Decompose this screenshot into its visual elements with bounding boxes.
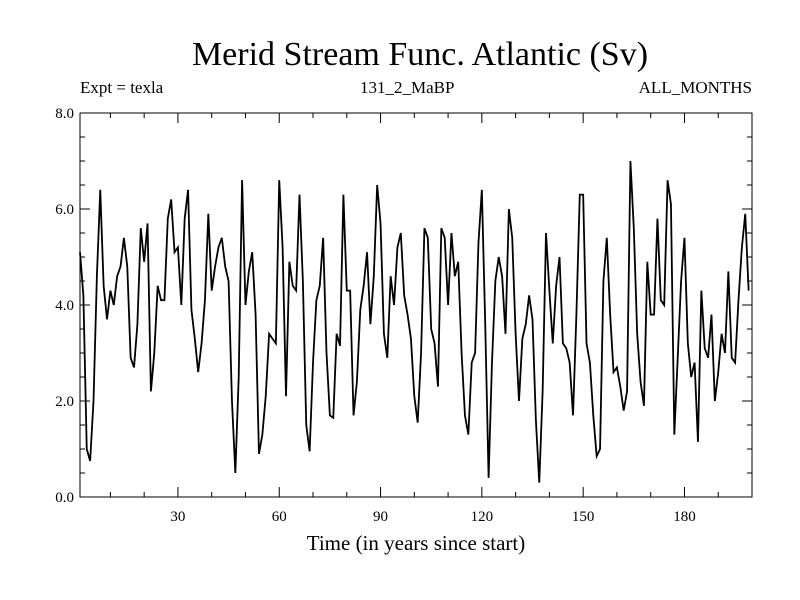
x-tick-label: 30	[170, 509, 185, 525]
x-tick-label: 180	[673, 509, 696, 525]
months-label: ALL_MONTHS	[638, 78, 752, 97]
y-tick-label: 8.0	[55, 106, 74, 122]
y-tick-label: 4.0	[55, 298, 74, 314]
y-tick-label: 2.0	[55, 394, 74, 410]
y-tick-label: 0.0	[55, 490, 74, 506]
tick-labels: 0.0 2.0 4.0 6.0 8.0 30 60 90 120 150 180	[55, 106, 695, 525]
chart-title: Merid Stream Func. Atlantic (Sv)	[191, 36, 649, 73]
run-label: 131_2_MaBP	[360, 78, 455, 97]
x-tick-label: 90	[373, 509, 388, 525]
experiment-label: Expt = texla	[80, 78, 164, 97]
x-tick-label: 150	[572, 509, 595, 525]
series-layer	[79, 160, 750, 483]
x-axis-title: Time (in years since start)	[307, 531, 526, 555]
plot-frame	[79, 112, 753, 498]
x-tick-label: 120	[471, 509, 494, 525]
axis-ticks	[80, 112, 753, 498]
x-tick-label: 60	[272, 509, 287, 525]
y-tick-label: 6.0	[55, 202, 74, 218]
series-line	[79, 160, 750, 483]
